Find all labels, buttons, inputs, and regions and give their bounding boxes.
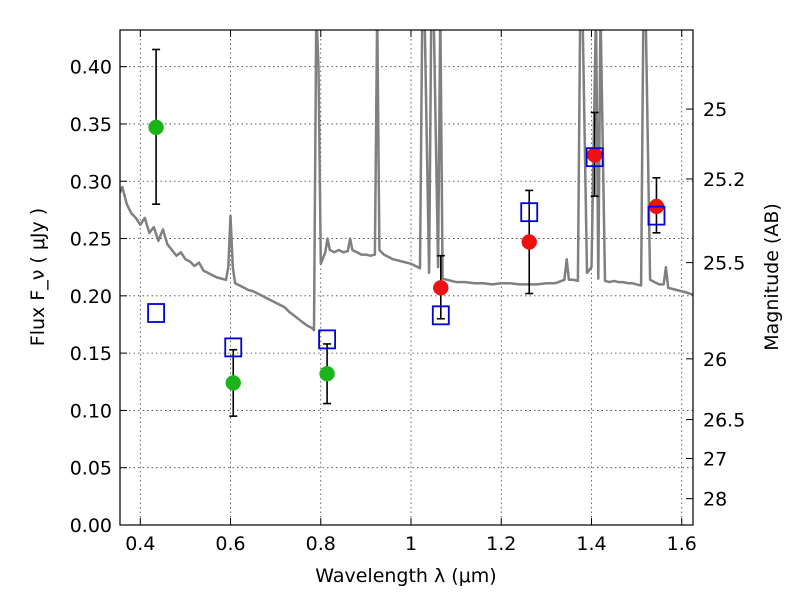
magnitude-tick-label: 26	[703, 349, 727, 371]
spectrum-line	[120, 30, 693, 332]
tick-labels: 0.4 0.6 0.8 1 1.2 1.4 1.6 0.00 0.05 0.10 0.15 0.20 0…	[70, 57, 746, 555]
y-tick-label: 0.35	[70, 114, 112, 136]
data-point	[586, 147, 603, 163]
data-marks	[147, 48, 666, 417]
x-tick-label: 1.2	[486, 533, 516, 555]
magnitude-tick-label: 26.5	[703, 410, 745, 432]
magnitude-tick-label: 25.5	[703, 253, 745, 275]
data-point	[521, 234, 537, 250]
data-point	[433, 280, 449, 296]
y-tick-label: 0.10	[70, 400, 112, 422]
y-tick-label: 0.00	[70, 515, 112, 537]
magnitude-tick-label: 25.2	[703, 169, 745, 191]
magnitude-tick-label: 27	[703, 449, 727, 471]
y2-axis-label: Magnitude (AB)	[761, 203, 783, 351]
data-point	[148, 119, 164, 136]
model-point	[318, 329, 336, 350]
plot-frame	[119, 29, 694, 526]
magnitude-tick-label: 28	[703, 489, 727, 511]
data-point	[319, 366, 335, 382]
y-axis-label: Flux F_ν ( μJy )	[27, 208, 49, 346]
magnitude-tick-label: 25	[703, 99, 727, 121]
ticks	[120, 30, 693, 526]
y-tick-label: 0.30	[70, 171, 112, 193]
model-point	[224, 337, 243, 358]
model-point	[647, 205, 666, 226]
x-tick-label: 0.4	[125, 533, 155, 555]
model-point	[431, 305, 450, 326]
model-point	[585, 147, 604, 168]
model-point	[520, 202, 539, 223]
x-tick-label: 0.6	[215, 533, 245, 555]
x-tick-label: 1.6	[667, 533, 697, 555]
y-tick-label: 0.20	[70, 286, 112, 308]
model-point	[147, 303, 165, 323]
x-axis-label: Wavelength λ (μm)	[315, 565, 496, 587]
spectrum-layer	[120, 30, 693, 332]
data-point	[225, 375, 241, 391]
x-tick-label: 1	[405, 533, 417, 555]
x-tick-label: 0.8	[306, 533, 336, 555]
x-tick-label: 1.4	[576, 533, 606, 555]
y-tick-label: 0.40	[70, 57, 112, 79]
y-tick-label: 0.15	[70, 343, 112, 365]
y-tick-label: 0.05	[70, 458, 112, 480]
y-tick-label: 0.25	[70, 229, 112, 251]
